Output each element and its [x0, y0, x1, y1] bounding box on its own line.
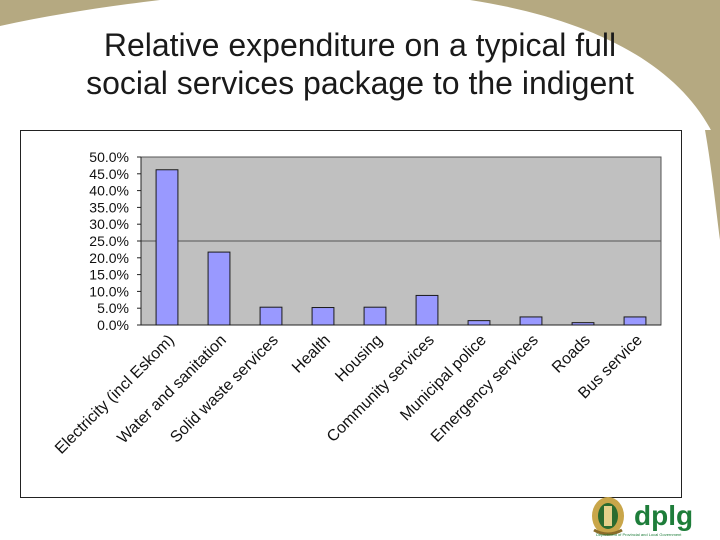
bar-chart: 0.0%5.0%10.0%15.0%20.0%25.0%30.0%35.0%40…	[52, 149, 662, 458]
bar	[311, 307, 335, 326]
y-tick-label: 15.0%	[89, 267, 129, 283]
bar	[623, 316, 647, 326]
y-tick-label: 35.0%	[89, 199, 129, 215]
slide-title-line-2: social services package to the indigent	[86, 65, 634, 101]
bar	[519, 316, 543, 326]
y-tick-label: 20.0%	[89, 250, 129, 266]
x-category-label: Health	[289, 332, 334, 377]
chart-container: 0.0% 5.0% 10.0% 15.0% 20.0% 25.0% 30.0% 35.0% 40…	[20, 130, 682, 498]
dplg-logo-text: dplg	[634, 500, 693, 531]
y-tick-label: 25.0%	[89, 233, 129, 249]
bar	[415, 294, 439, 326]
coat-of-arms-icon	[592, 497, 624, 536]
x-category-label: Emergency services	[428, 332, 542, 446]
slide-title-line-1: Relative expenditure on a typical full	[103, 27, 617, 63]
y-tick-label: 0.0%	[97, 317, 129, 333]
bar	[207, 251, 231, 326]
bar	[259, 306, 283, 326]
slide-title: Relative expenditure on a typical full s…	[20, 26, 700, 102]
bars-group	[155, 169, 647, 326]
top-left-swoosh	[0, 0, 160, 26]
y-tick-label: 10.0%	[89, 283, 129, 299]
bar	[363, 306, 387, 326]
y-tick-label: 50.0%	[89, 149, 129, 165]
x-category-label: Roads	[549, 332, 594, 377]
top-right-swoosh	[470, 0, 720, 150]
y-tick-label: 5.0%	[97, 300, 129, 316]
y-tick-label: 40.0%	[89, 183, 129, 199]
x-category-label: Housing	[332, 332, 386, 386]
right-band	[705, 130, 720, 240]
dplg-logo-caption: Department of Provincial and Local Gover…	[596, 532, 682, 537]
y-tick-label: 45.0%	[89, 166, 129, 182]
bar	[467, 320, 491, 326]
y-tick-label: 30.0%	[89, 216, 129, 232]
bar	[155, 169, 179, 326]
y-axis-ticks: 0.0%5.0%10.0%15.0%20.0%25.0%30.0%35.0%40…	[89, 149, 661, 333]
bar	[571, 322, 595, 326]
x-axis-labels: Electricity (incl Eskom)Water and sanita…	[52, 332, 646, 458]
dplg-logo: dplg Department of Provincial and Local …	[592, 497, 693, 537]
